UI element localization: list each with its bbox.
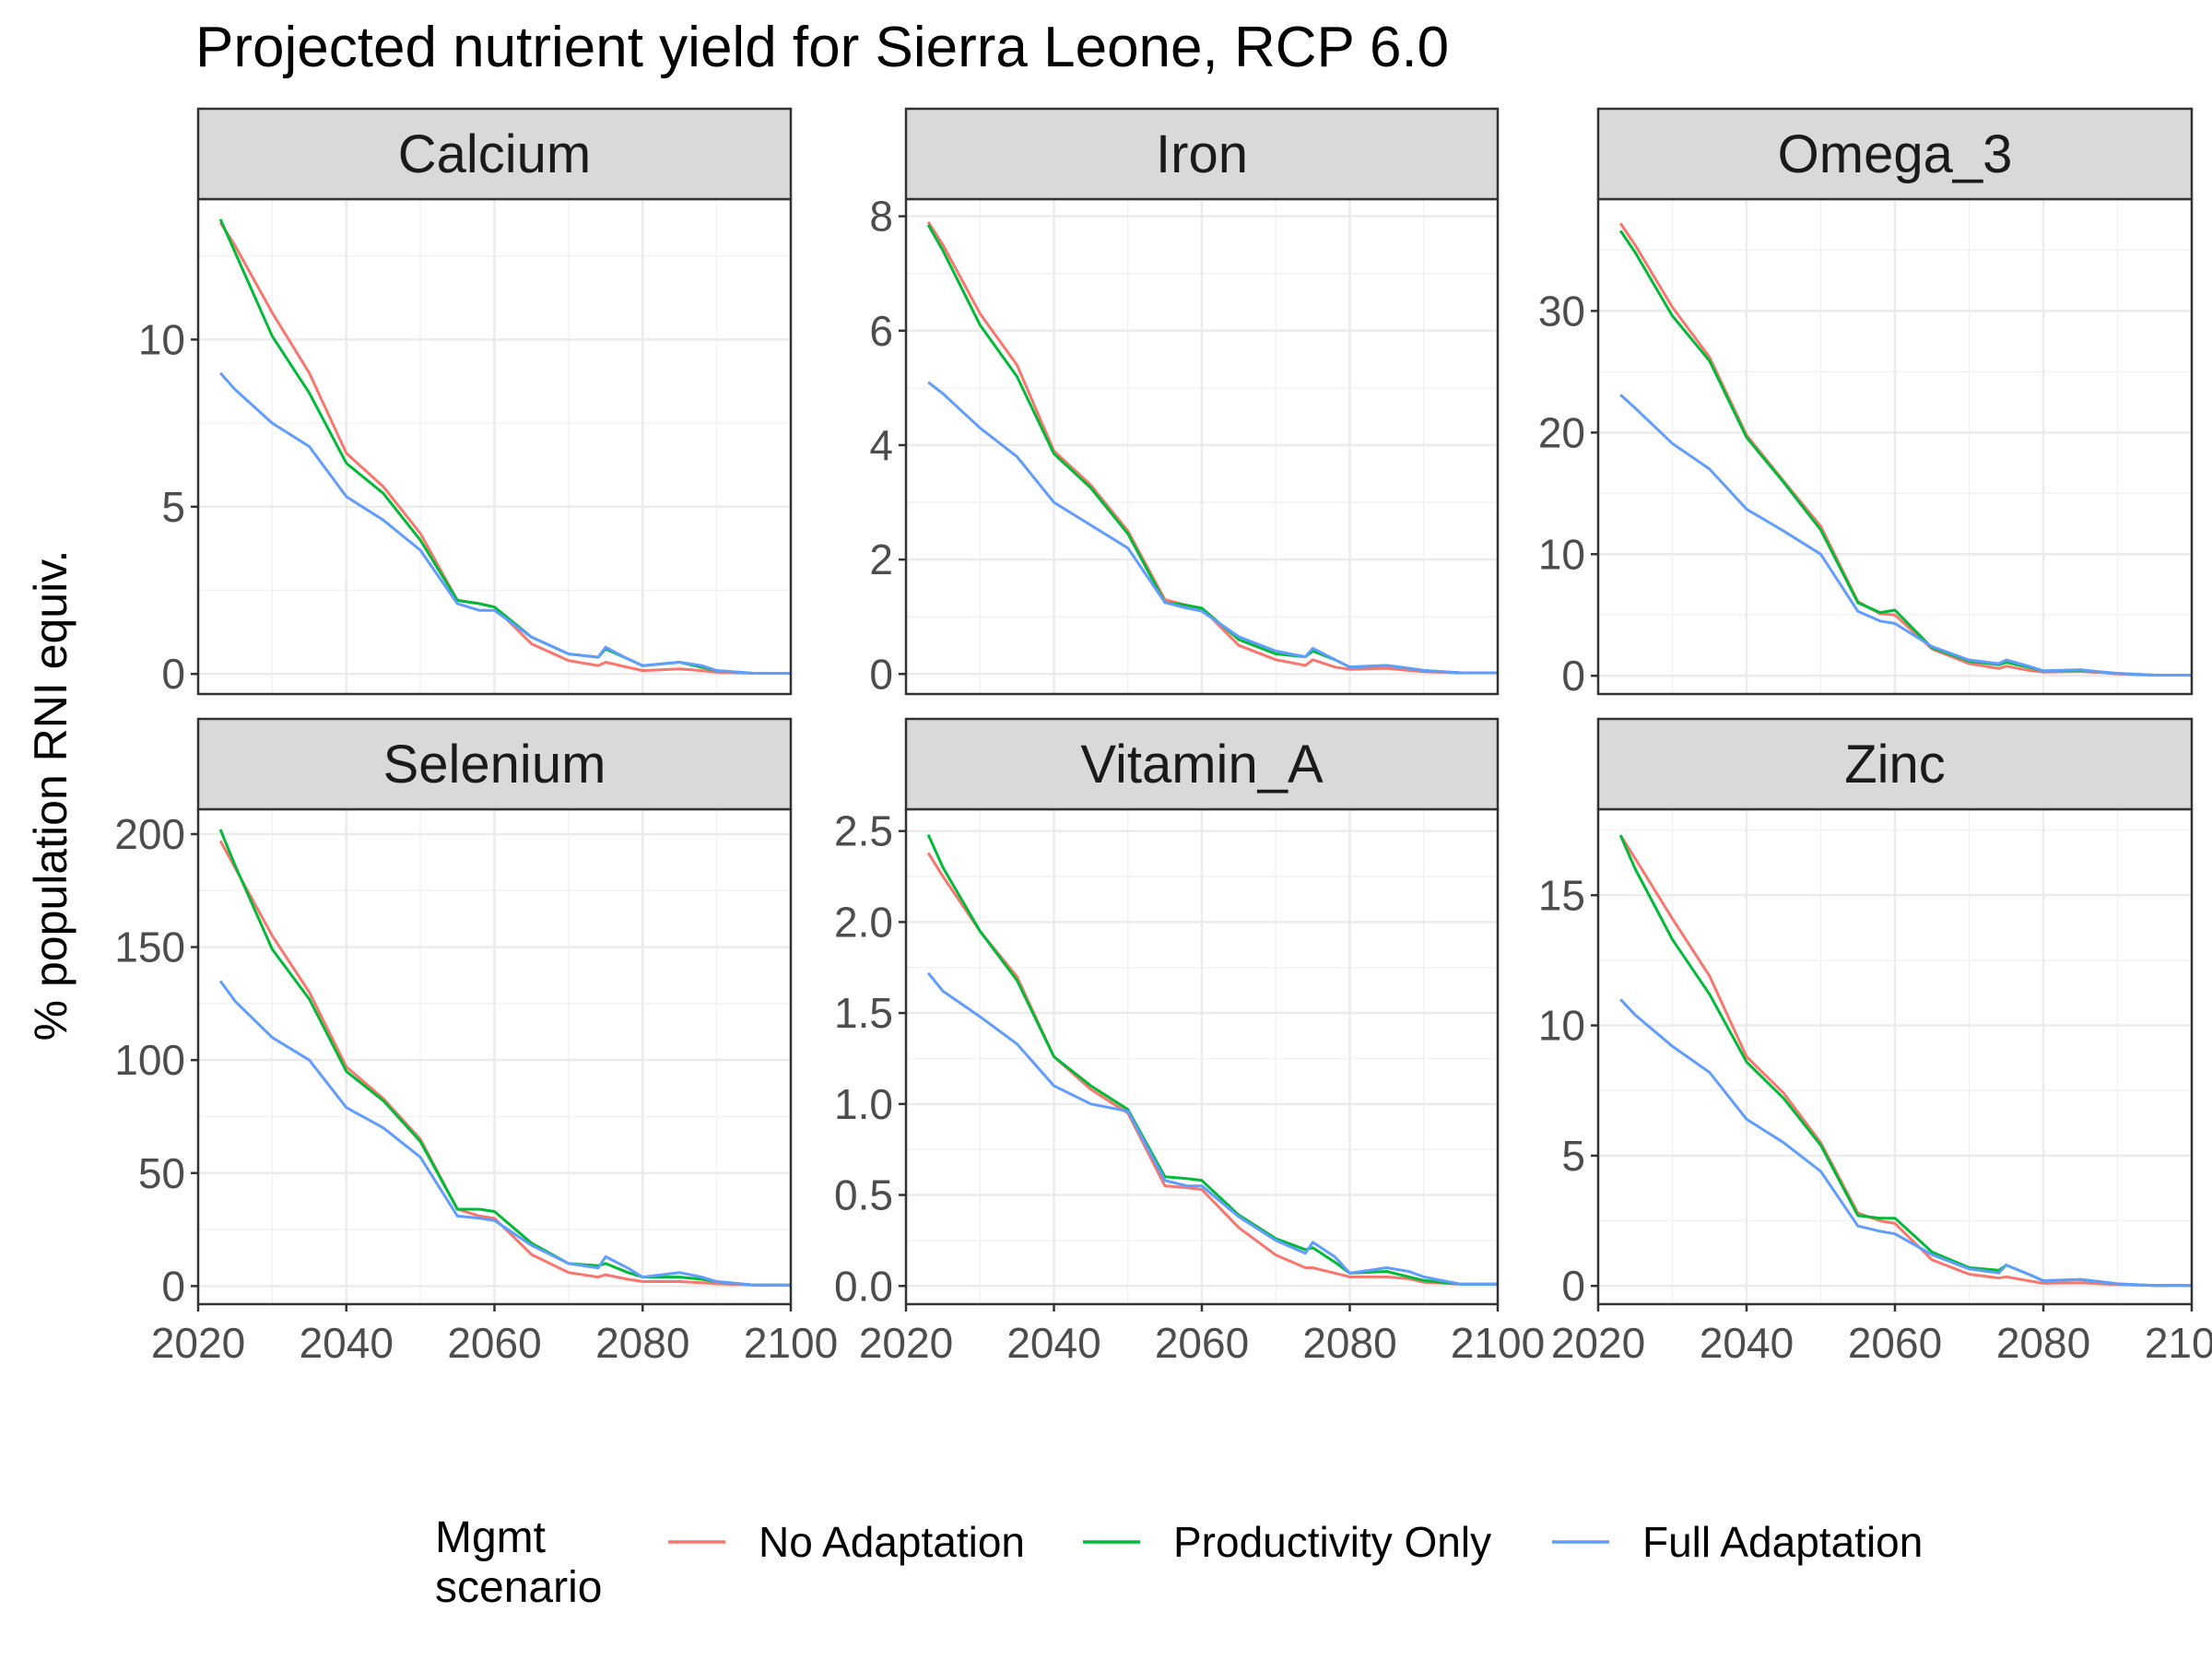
- y-tick-label: 100: [114, 1036, 185, 1084]
- y-tick-label: 2.5: [834, 807, 893, 855]
- y-tick-label: 15: [1538, 871, 1585, 919]
- strip-calcium: [196, 107, 793, 201]
- strip-omega-3: [1596, 107, 2194, 201]
- legend-label: Full Adaptation: [1642, 1518, 1923, 1566]
- x-tick-label: 2040: [1006, 1319, 1100, 1367]
- y-tick-label: 10: [1538, 530, 1585, 578]
- y-tick-label: 1.0: [834, 1080, 893, 1128]
- series-line-full-adaptation: [926, 971, 1498, 1286]
- y-axis-title: % population RNI equiv.: [25, 550, 76, 1041]
- legend-title-line: Mgmt: [435, 1513, 546, 1562]
- y-tick-label: 150: [114, 924, 185, 971]
- series-line-productivity-only: [218, 829, 791, 1287]
- facet-panels: Calcium 0 5 10 Iron 0 2 4 6 8 Omega_3 0 10 20 30 Seleni…: [114, 107, 2212, 1367]
- x-tick-label: 2040: [300, 1319, 394, 1367]
- y-tick-label: 2.0: [834, 898, 893, 946]
- series-line-full-adaptation: [1619, 998, 2192, 1288]
- series-line-full-adaptation: [927, 381, 1498, 675]
- x-tick-label: 2020: [1551, 1319, 1645, 1367]
- x-tick-label: 2020: [859, 1319, 953, 1367]
- x-tick-label: 2060: [1155, 1319, 1249, 1367]
- legend-title-line: scenario: [435, 1563, 602, 1612]
- x-tick-label: 2080: [1996, 1319, 2090, 1367]
- x-tick-label: 2020: [151, 1319, 245, 1367]
- panel-omega-3: Omega_3 0 10 20 30: [1538, 107, 2194, 700]
- y-tick-label: 4: [869, 421, 893, 469]
- y-tick-label: 50: [138, 1149, 185, 1197]
- x-tick-label: 2080: [1302, 1319, 1396, 1367]
- series-line-no-adaptation: [1618, 834, 2192, 1288]
- y-tick-label: 5: [161, 483, 185, 531]
- y-tick-label: 6: [869, 307, 893, 355]
- y-tick-label: 0: [869, 650, 893, 698]
- panel-selenium: Selenium 0 50 100 150 200 2020 2040 2060 2080 2100: [114, 717, 838, 1367]
- legend-item-no-adaptation: No Adaptation: [668, 1518, 1025, 1566]
- strip-label: Omega_3: [1778, 124, 2013, 184]
- panel-zinc: Zinc 0 5 10 15 2020 2040 2060 2080 2100: [1538, 717, 2212, 1367]
- x-tick-label: 2040: [1700, 1319, 1794, 1367]
- y-tick-label: 10: [1538, 1002, 1585, 1050]
- y-tick-label: 0.0: [834, 1262, 893, 1310]
- y-tick-label: 20: [1538, 408, 1585, 456]
- series-line-full-adaptation: [1619, 394, 2192, 677]
- series-line-no-adaptation: [218, 221, 791, 675]
- x-tick-label: 2100: [2145, 1319, 2212, 1367]
- strip-label: Vitamin_A: [1080, 735, 1324, 794]
- y-tick-label: 200: [114, 810, 185, 858]
- y-tick-label: 8: [869, 193, 893, 241]
- legend-label: No Adaptation: [759, 1518, 1025, 1566]
- y-tick-label: 0: [161, 1262, 185, 1310]
- panel-vitamin-a: Vitamin_A 0.0 0.5 1.0 1.5 2.0 2.5 2020 2040 2060 2…: [834, 717, 1545, 1367]
- legend-item-productivity-only: Productivity Only: [1083, 1518, 1491, 1566]
- y-tick-label: 1.5: [834, 989, 893, 1037]
- strip-iron: [904, 107, 1500, 201]
- x-tick-label: 2100: [744, 1319, 838, 1367]
- y-tick-label: 10: [138, 315, 185, 363]
- series-line-no-adaptation: [218, 840, 791, 1287]
- y-tick-label: 0: [1561, 652, 1585, 700]
- y-tick-label: 30: [1538, 287, 1585, 335]
- strip-label: Selenium: [383, 735, 606, 794]
- chart-title: Projected nutrient yield for Sierra Leon…: [195, 16, 1449, 79]
- x-tick-label: 2060: [1848, 1319, 1942, 1367]
- strip-zinc: [1596, 717, 2194, 811]
- x-tick-label: 2100: [1451, 1319, 1545, 1367]
- strip-label: Calcium: [398, 124, 592, 184]
- y-tick-label: 5: [1561, 1132, 1585, 1180]
- panel-calcium: Calcium 0 5 10: [138, 107, 793, 698]
- panel-iron: Iron 0 2 4 6 8: [869, 107, 1500, 698]
- y-tick-label: 0: [161, 650, 185, 698]
- y-tick-label: 0.5: [834, 1171, 893, 1219]
- legend-label: Productivity Only: [1173, 1518, 1491, 1566]
- strip-vitamin-a: [904, 717, 1500, 811]
- series-line-no-adaptation: [926, 220, 1498, 675]
- series-line-full-adaptation: [218, 980, 791, 1287]
- x-tick-label: 2080: [595, 1319, 689, 1367]
- strip-label: Zinc: [1844, 735, 1946, 794]
- series-line-full-adaptation: [218, 371, 791, 675]
- y-tick-label: 0: [1561, 1262, 1585, 1310]
- strip-label: Iron: [1156, 124, 1248, 184]
- strip-selenium: [196, 717, 793, 811]
- x-tick-label: 2060: [447, 1319, 541, 1367]
- y-tick-label: 2: [869, 535, 893, 583]
- legend-item-full-adaptation: Full Adaptation: [1552, 1518, 1923, 1566]
